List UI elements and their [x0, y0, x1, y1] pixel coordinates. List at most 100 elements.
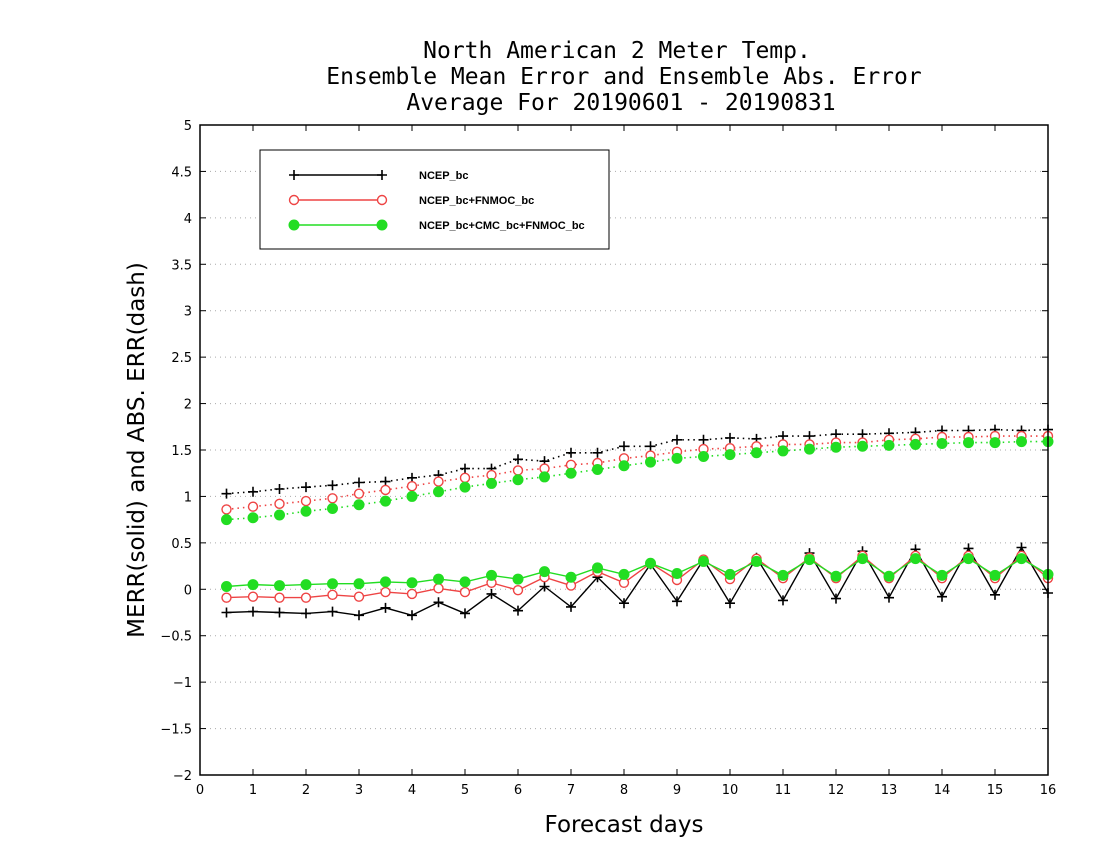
- data-point-merr: [460, 608, 470, 619]
- data-point-abserr: [645, 456, 656, 468]
- data-point-abserr: [724, 449, 736, 461]
- y-tick-label: 3: [184, 305, 192, 320]
- data-point-abserr: [936, 438, 948, 449]
- x-tick-label: 15: [987, 783, 1004, 798]
- data-point-merr: [513, 605, 523, 616]
- data-point-merr: [459, 586, 471, 598]
- data-point-abserr: [857, 440, 868, 452]
- data-point-merr: [407, 610, 417, 621]
- data-point-abserr: [1016, 436, 1027, 448]
- y-tick-label: 3.5: [171, 258, 192, 273]
- data-point-merr: [486, 569, 497, 581]
- series-line-merr: [226, 554, 1049, 599]
- data-point-abserr: [619, 441, 629, 452]
- data-point-abserr: [910, 438, 921, 450]
- data-point-abserr: [380, 495, 391, 507]
- data-point-merr: [751, 555, 762, 567]
- legend-swatch-marker: [289, 170, 299, 180]
- y-tick-label: 5: [184, 119, 192, 134]
- data-point-abserr: [460, 463, 470, 474]
- data-point-merr: [804, 554, 815, 566]
- data-point-merr: [937, 591, 947, 602]
- x-tick-label: 8: [620, 783, 628, 798]
- x-tick-label: 9: [673, 783, 681, 798]
- data-point-abserr: [618, 460, 630, 472]
- x-axis-label: Forecast days: [545, 812, 704, 838]
- x-tick-label: 0: [196, 783, 204, 798]
- data-point-abserr: [327, 493, 338, 504]
- y-tick-label: −0.5: [160, 630, 192, 645]
- data-point-abserr: [963, 437, 974, 449]
- data-point-merr: [221, 581, 232, 592]
- data-point-abserr: [751, 447, 762, 459]
- data-point-merr: [512, 573, 524, 585]
- data-point-abserr: [672, 434, 682, 445]
- data-point-merr: [380, 586, 391, 598]
- data-point-abserr: [592, 447, 603, 458]
- series-line-abserr: [226, 435, 1048, 511]
- data-point-merr: [354, 610, 364, 621]
- x-tick-label: 4: [408, 783, 416, 798]
- data-point-merr: [989, 569, 1001, 581]
- chart-title-line-2: Ensemble Mean Error and Ensemble Abs. Er…: [326, 64, 921, 90]
- data-point-merr: [301, 608, 311, 619]
- data-point-merr: [724, 568, 736, 580]
- legend-swatch-marker: [288, 194, 300, 206]
- data-point-merr: [963, 553, 974, 565]
- x-tick-label: 12: [828, 783, 845, 798]
- y-tick-label: 2.5: [171, 351, 192, 366]
- data-point-abserr: [592, 464, 603, 475]
- data-point-abserr: [883, 439, 895, 451]
- data-point-abserr: [433, 476, 444, 487]
- y-tick-label: 1.5: [171, 444, 192, 459]
- data-point-abserr: [513, 454, 523, 465]
- data-point-abserr: [380, 484, 391, 496]
- x-tick-label: 3: [355, 783, 363, 798]
- legend-swatch-marker: [376, 194, 388, 206]
- data-point-merr: [539, 566, 550, 578]
- data-point-merr: [1016, 553, 1027, 565]
- data-point-abserr: [512, 474, 524, 486]
- data-point-merr: [221, 592, 232, 603]
- data-point-abserr: [274, 509, 285, 521]
- data-point-abserr: [274, 498, 285, 510]
- data-point-abserr: [433, 486, 444, 498]
- data-point-abserr: [671, 452, 683, 464]
- data-point-abserr: [221, 514, 232, 526]
- data-point-merr: [725, 598, 735, 609]
- y-tick-label: 1: [184, 490, 192, 505]
- y-tick-label: −2: [173, 769, 192, 784]
- data-point-merr: [327, 589, 338, 601]
- legend-label: NCEP_bc+CMC_bc+FNMOC_bc: [419, 220, 585, 232]
- y-tick-label: −1: [173, 676, 192, 691]
- data-point-abserr: [300, 495, 312, 507]
- y-axis-label: MERR(solid) and ABS. ERR(dash): [124, 262, 150, 638]
- chart-title-line-1: North American 2 Meter Temp.: [423, 38, 811, 64]
- legend: NCEP_bc NCEP_bc+FNMOC_bc NCEP_bc+CMC_bc+FN…: [259, 149, 610, 250]
- y-tick-label: −1.5: [160, 723, 192, 738]
- data-point-abserr: [301, 482, 311, 493]
- data-point-merr: [433, 597, 444, 608]
- data-point-abserr: [777, 445, 789, 457]
- data-point-merr: [990, 589, 1000, 600]
- data-point-merr: [910, 553, 921, 565]
- data-point-merr: [433, 583, 444, 594]
- data-point-abserr: [804, 443, 815, 455]
- data-point-abserr: [645, 441, 656, 452]
- data-point-merr: [433, 573, 444, 585]
- data-point-merr: [380, 602, 391, 613]
- data-point-merr: [274, 607, 285, 618]
- data-point-merr: [274, 580, 285, 592]
- data-point-merr: [566, 601, 576, 612]
- data-point-abserr: [247, 512, 259, 524]
- data-point-abserr: [354, 477, 364, 488]
- x-tick-label: 2: [302, 783, 310, 798]
- data-point-merr: [698, 555, 709, 567]
- series-line-abserr: [226, 428, 1049, 495]
- data-point-merr: [936, 569, 948, 581]
- data-point-merr: [221, 607, 232, 618]
- data-point-merr: [459, 576, 471, 588]
- chart-title-line-3: Average For 20190601 - 20190831: [406, 90, 835, 116]
- data-point-abserr: [698, 434, 709, 445]
- data-point-abserr: [221, 504, 232, 515]
